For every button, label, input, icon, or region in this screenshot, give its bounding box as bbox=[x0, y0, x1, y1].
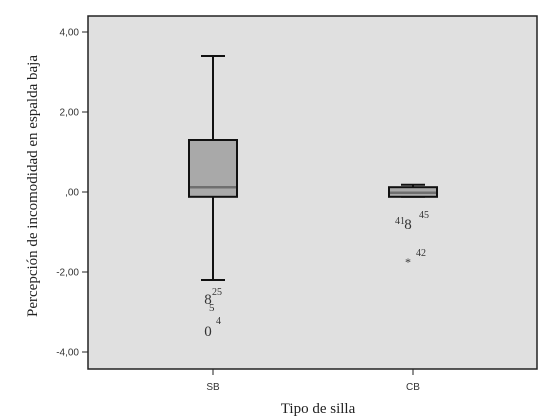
outlier-marker: 8 bbox=[204, 292, 212, 308]
y-tick-label: ,00 bbox=[65, 188, 79, 199]
outlier-case-label: 25 bbox=[212, 287, 222, 298]
y-tick-label: -2,00 bbox=[56, 268, 79, 279]
outlier-case-label: 45 bbox=[419, 210, 429, 221]
y-tick-label: 4,00 bbox=[60, 28, 80, 39]
x-tick-label: CB bbox=[406, 382, 420, 393]
plot-area bbox=[87, 15, 538, 370]
y-tick-label: -4,00 bbox=[56, 348, 79, 359]
outlier-marker: * bbox=[405, 255, 411, 269]
outlier-case-label: 42 bbox=[416, 248, 426, 259]
x-tick-label: SB bbox=[206, 382, 220, 393]
outlier-marker: 0 bbox=[204, 324, 212, 340]
outlier-case-label: 5 bbox=[209, 302, 215, 314]
y-axis-title: Percepción de incomodidad en espalda baj… bbox=[25, 55, 41, 317]
outlier-case-label: 4 bbox=[216, 316, 221, 327]
outlier-marker: 8 bbox=[404, 217, 412, 233]
x-axis-title: Tipo de silla bbox=[281, 401, 356, 417]
outlier-case-label: 41 bbox=[395, 216, 405, 227]
y-tick-label: 2,00 bbox=[60, 108, 80, 119]
